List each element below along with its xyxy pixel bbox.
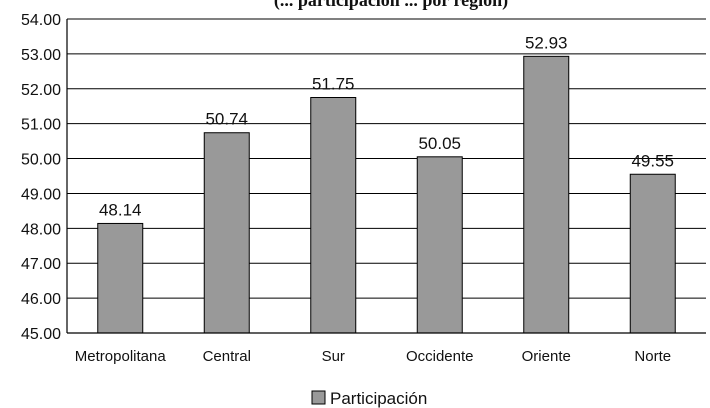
y-tick-label: 52.00 bbox=[21, 82, 61, 99]
x-tick-label: Norte bbox=[634, 348, 671, 365]
y-tick-label: 46.00 bbox=[21, 291, 61, 308]
y-tick-label: 53.00 bbox=[21, 47, 61, 64]
bar-sur bbox=[310, 97, 357, 334]
legend-label: Participación bbox=[330, 389, 427, 408]
legend-swatch bbox=[311, 390, 326, 405]
data-label: 50.05 bbox=[418, 134, 461, 153]
bar-norte bbox=[629, 173, 676, 334]
y-tick-label: 49.00 bbox=[21, 186, 61, 203]
bar-occidente bbox=[416, 156, 463, 334]
x-tick-label: Occidente bbox=[406, 348, 474, 365]
y-tick-label: 47.00 bbox=[21, 256, 61, 273]
y-tick-label: 54.00 bbox=[21, 12, 61, 29]
x-tick-label: Metropolitana bbox=[75, 348, 167, 365]
y-tick-label: 48.00 bbox=[21, 221, 61, 238]
data-label: 48.14 bbox=[99, 200, 142, 219]
x-tick-label: Oriente bbox=[522, 348, 571, 365]
x-tick-label: Central bbox=[203, 348, 251, 365]
data-label: 51.75 bbox=[312, 75, 355, 94]
bar-central bbox=[203, 132, 250, 334]
bar-metropolitana bbox=[97, 222, 144, 334]
chart-title: (... participación ... por región) bbox=[274, 0, 508, 11]
bar-oriente bbox=[523, 55, 570, 334]
data-label: 49.55 bbox=[631, 151, 674, 170]
legend: Participación bbox=[311, 389, 427, 408]
x-tick-label: Sur bbox=[322, 348, 345, 365]
data-label: 52.93 bbox=[525, 33, 568, 52]
y-tick-label: 51.00 bbox=[21, 117, 61, 134]
y-tick-label: 45.00 bbox=[21, 326, 61, 343]
data-label: 50.74 bbox=[205, 110, 248, 129]
y-tick-label: 50.00 bbox=[21, 152, 61, 169]
